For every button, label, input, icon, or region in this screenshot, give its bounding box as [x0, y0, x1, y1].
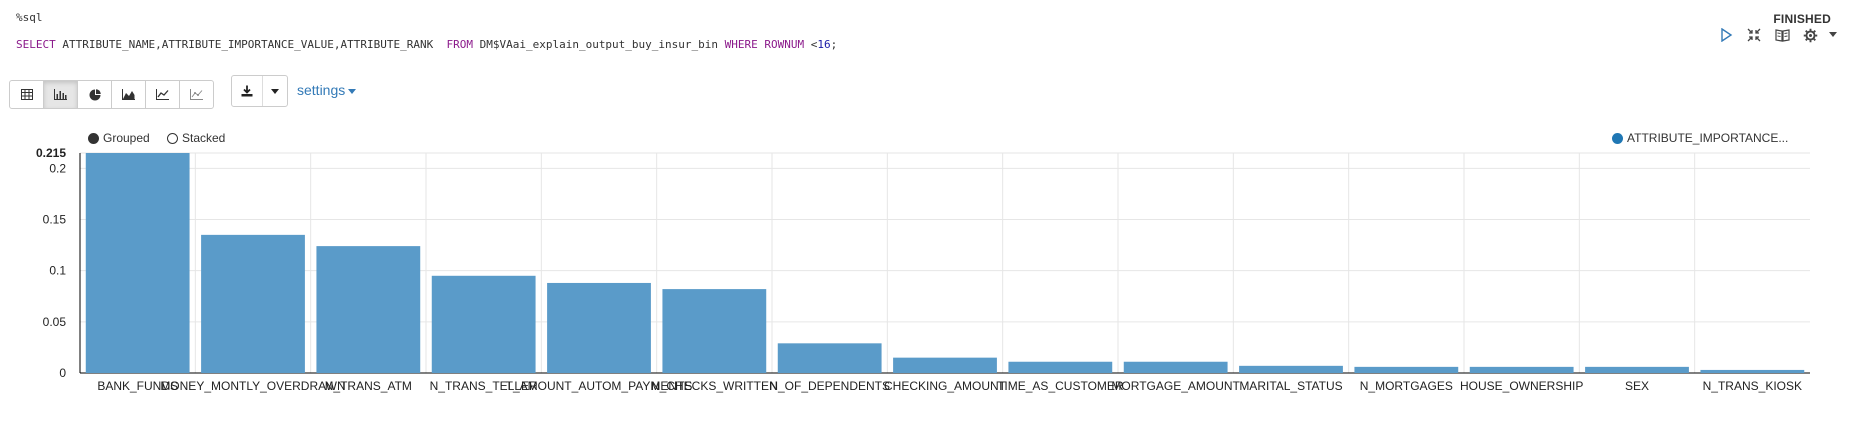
bar	[201, 234, 305, 373]
x-tick-label: N_MORTGAGES	[1360, 379, 1453, 393]
bar	[1700, 369, 1805, 373]
bar	[1008, 361, 1113, 373]
y-tick-label: 0.215	[36, 146, 66, 160]
x-tick-label: HOUSE_OWNERSHIP	[1460, 379, 1583, 393]
bar	[777, 343, 882, 373]
legend-label: ATTRIBUTE_IMPORTANCE...	[1627, 131, 1789, 145]
bar-chart-icon	[54, 89, 67, 100]
query-table: DM$VAai_explain_output_buy_insur_bin	[472, 38, 725, 51]
y-tick-label: 0.2	[49, 161, 66, 175]
y-tick-label: 0.05	[43, 315, 67, 329]
x-tick-label: N_TRANS_ATM	[325, 379, 412, 393]
bar	[662, 289, 767, 373]
x-tick-label: MONEY_MONTLY_OVERDRAWN	[160, 379, 345, 393]
pie-chart-view-button[interactable]	[78, 81, 112, 108]
status-label: FINISHED	[1773, 12, 1831, 26]
bar	[1469, 366, 1574, 373]
download-icon	[241, 85, 253, 97]
y-tick-label: 0.15	[43, 213, 67, 227]
stacked-option[interactable]: Stacked	[167, 131, 225, 145]
radio-selected-icon	[88, 132, 99, 144]
settings-label: settings	[297, 82, 346, 98]
table-icon	[20, 89, 33, 100]
x-tick-label: BANK_FUNDS	[97, 379, 178, 393]
area-chart-view-button[interactable]	[112, 81, 146, 108]
grouped-option[interactable]: Grouped	[88, 131, 150, 145]
visualization-toolbar	[9, 80, 214, 109]
x-tick-label: N_TRANS_TELLER	[430, 379, 538, 393]
bar	[431, 275, 536, 373]
line-chart-view-button[interactable]	[146, 81, 180, 108]
download-dropdown-button[interactable]	[263, 76, 287, 106]
area-chart-icon	[122, 89, 135, 100]
caret-down-icon	[348, 88, 357, 94]
line-chart-icon	[156, 89, 169, 100]
radio-empty-icon	[167, 132, 178, 144]
x-tick-label: CHECKING_AMOUNT	[884, 379, 1007, 393]
x-tick-label: T_AMOUNT_AUTOM_PAYMENTS	[506, 379, 693, 393]
x-tick-label: MARITAL_STATUS	[1239, 379, 1342, 393]
where-keyword: WHERE	[724, 38, 758, 51]
scatter-chart-view-button[interactable]	[180, 81, 213, 108]
legend-item[interactable]: ATTRIBUTE_IMPORTANCE...	[1612, 131, 1788, 145]
bar	[1585, 366, 1689, 373]
download-group	[231, 75, 288, 107]
grouped-label: Grouped	[103, 131, 150, 145]
pie-chart-icon	[89, 88, 101, 100]
paragraph-controls	[1717, 26, 1837, 44]
caret-down-icon[interactable]	[1829, 26, 1837, 44]
x-tick-label: N_OF_DEPENDENTS	[769, 379, 890, 393]
bar	[547, 282, 651, 373]
x-tick-label: MORTGAGE_AMOUNT	[1111, 379, 1240, 393]
select-keyword: SELECT	[16, 38, 56, 51]
query-end: ;	[830, 38, 838, 51]
caret-down-icon	[271, 88, 279, 94]
rownum-keyword: ROWNUM	[757, 38, 805, 51]
download-button[interactable]	[232, 76, 263, 106]
query-limit: 16	[817, 38, 831, 51]
stacked-label: Stacked	[182, 131, 226, 145]
table-view-button[interactable]	[10, 81, 44, 108]
gear-icon[interactable]	[1801, 26, 1819, 44]
bar	[1123, 361, 1228, 373]
bar-chart-view-button[interactable]	[44, 81, 78, 108]
x-tick-label: TIME_AS_CUSTOMER	[997, 379, 1124, 393]
settings-toggle[interactable]: settings	[297, 82, 357, 98]
bar	[1239, 365, 1343, 373]
scatter-chart-icon	[190, 89, 203, 100]
from-keyword: FROM	[446, 38, 473, 51]
interpreter-line[interactable]: %sql	[16, 11, 43, 24]
bar	[1354, 366, 1459, 373]
x-tick-label: N_CHECKS_WRITTEN	[651, 379, 778, 393]
bar	[85, 153, 190, 373]
run-icon[interactable]	[1717, 26, 1735, 44]
y-tick-label: 0.1	[49, 264, 66, 278]
bar	[316, 246, 421, 373]
y-tick-label: 0	[59, 366, 66, 380]
x-tick-label: SEX	[1625, 379, 1649, 393]
legend-dot-icon	[1612, 132, 1623, 144]
sql-query[interactable]: SELECT ATTRIBUTE_NAME,ATTRIBUTE_IMPORTAN…	[16, 38, 837, 51]
query-columns: ATTRIBUTE_NAME,ATTRIBUTE_IMPORTANCE_VALU…	[55, 38, 447, 51]
collapse-icon[interactable]	[1745, 26, 1763, 44]
query-operator: <	[804, 38, 818, 51]
bar	[893, 357, 997, 373]
x-tick-label: N_TRANS_KIOSK	[1703, 379, 1802, 393]
book-icon[interactable]	[1773, 26, 1791, 44]
